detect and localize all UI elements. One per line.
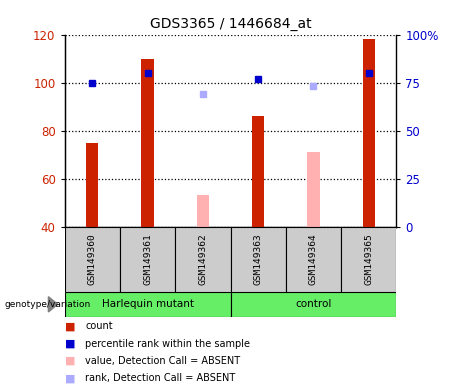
Bar (252, 116, 264, 227)
Text: GSM149361: GSM149361 (143, 233, 152, 285)
Text: GSM149365: GSM149365 (364, 233, 373, 285)
Text: rank, Detection Call = ABSENT: rank, Detection Call = ABSENT (85, 373, 236, 383)
Bar (230, 227, 286, 292)
Bar (307, 152, 319, 227)
Bar (175, 227, 230, 292)
Text: control: control (296, 299, 331, 310)
Bar (197, 195, 209, 227)
Text: ■: ■ (65, 356, 75, 366)
Text: GSM149364: GSM149364 (309, 233, 318, 285)
Text: ■: ■ (65, 339, 75, 349)
Text: Harlequin mutant: Harlequin mutant (101, 299, 194, 310)
Text: GSM149362: GSM149362 (198, 233, 207, 285)
Bar (120, 227, 175, 292)
Bar (65, 227, 120, 292)
Text: genotype/variation: genotype/variation (5, 300, 91, 309)
Text: percentile rank within the sample: percentile rank within the sample (85, 339, 250, 349)
Text: GSM149360: GSM149360 (88, 233, 97, 285)
Bar (341, 227, 396, 292)
Bar (142, 59, 154, 227)
Text: GSM149363: GSM149363 (254, 233, 263, 285)
Text: GDS3365 / 1446684_at: GDS3365 / 1446684_at (150, 17, 311, 31)
Text: ■: ■ (65, 373, 75, 383)
Bar (286, 227, 341, 292)
Text: ■: ■ (65, 321, 75, 331)
Text: value, Detection Call = ABSENT: value, Detection Call = ABSENT (85, 356, 240, 366)
Bar (363, 40, 375, 227)
Text: count: count (85, 321, 113, 331)
Bar (86, 142, 98, 227)
Bar (65, 292, 230, 317)
Bar (230, 292, 396, 317)
